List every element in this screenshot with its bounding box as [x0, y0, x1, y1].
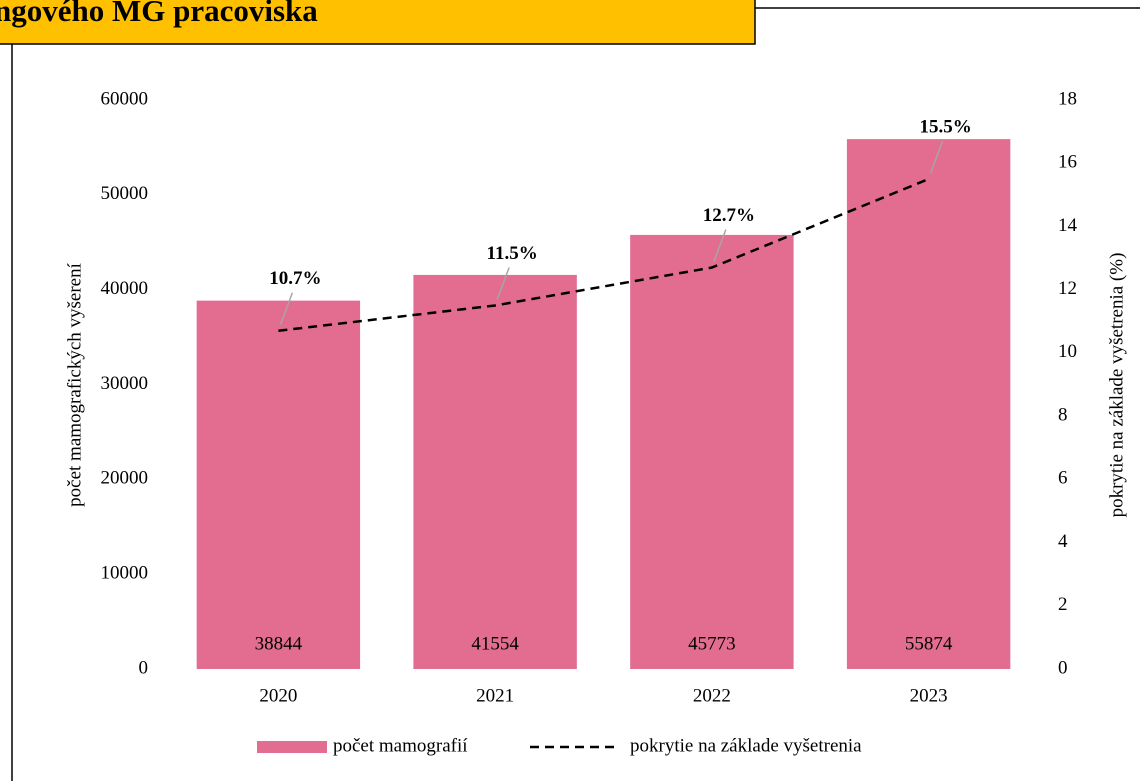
y2-tick-label: 12	[1058, 278, 1077, 299]
y2-tick-label: 16	[1058, 152, 1077, 173]
y-tick-label: 30000	[101, 373, 149, 394]
y2-tick-label: 6	[1058, 468, 1068, 489]
bar-value-label: 41554	[471, 633, 519, 654]
x-tick-label: 2023	[910, 685, 948, 706]
title: ngového MG pracoviska	[0, 0, 318, 28]
y-tick-label: 20000	[101, 468, 149, 489]
line-value-label: 15.5%	[920, 116, 972, 137]
legend-label: pokrytie na základe vyšetrenia	[630, 735, 862, 756]
y-tick-label: 10000	[101, 563, 149, 584]
line-value-label: 10.7%	[269, 268, 321, 289]
leader-line	[496, 267, 510, 300]
leader-line	[929, 140, 944, 174]
x-tick-label: 2022	[693, 685, 731, 706]
y-tick-label: 50000	[101, 183, 149, 204]
bar-value-label: 38844	[255, 633, 303, 654]
line	[278, 177, 930, 333]
y-tick-label: 60000	[101, 88, 149, 109]
bar-value-label: 55874	[905, 633, 953, 654]
y2-tick-label: 14	[1058, 215, 1078, 236]
bar	[413, 274, 577, 669]
line-value-label: 12.7%	[703, 205, 755, 226]
x-tick-label: 2020	[259, 685, 297, 706]
legend-swatch	[257, 741, 327, 753]
line-value-label: 11.5%	[487, 243, 538, 264]
bar-value-label: 45773	[688, 633, 736, 654]
y2-axis-label: pokrytie na základe vyšetrenia (%)	[1106, 253, 1127, 518]
y2-tick-label: 8	[1058, 404, 1068, 425]
bar	[630, 234, 794, 670]
y2-tick-label: 10	[1058, 341, 1077, 362]
legend-label: počet mamografií	[333, 735, 468, 756]
leader-line	[279, 292, 294, 326]
y-tick-label: 0	[139, 657, 149, 678]
title-box	[0, 0, 756, 45]
y-axis-label: počet mamografických vyšerení	[64, 262, 85, 506]
y2-tick-label: 18	[1058, 88, 1077, 109]
bar	[196, 300, 361, 669]
y-tick-label: 40000	[101, 278, 149, 299]
leader-line	[713, 229, 727, 262]
bar	[846, 139, 1011, 669]
y2-tick-label: 0	[1058, 657, 1068, 678]
y2-tick-label: 2	[1058, 594, 1068, 615]
y2-tick-label: 4	[1058, 531, 1068, 552]
x-tick-label: 2021	[476, 685, 514, 706]
